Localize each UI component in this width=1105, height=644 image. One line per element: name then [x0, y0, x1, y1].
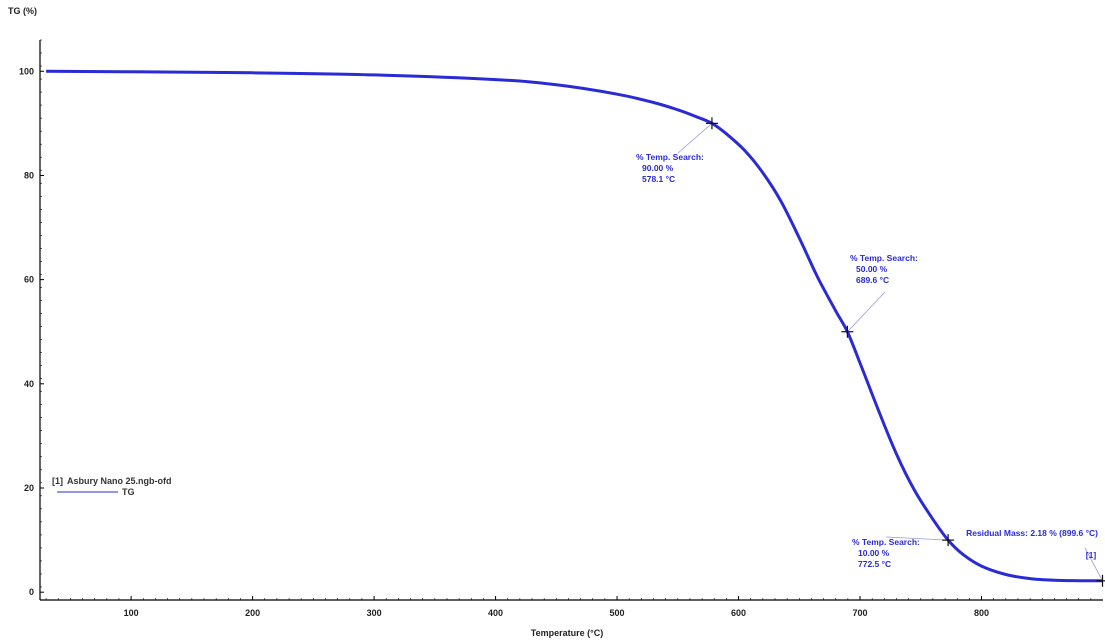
annotation-leader — [1084, 547, 1103, 582]
annotation-leader — [885, 536, 949, 541]
x-tick-label: 400 — [488, 608, 503, 618]
axes — [39, 40, 1103, 601]
x-ticks: 100 200 300 400 500 600 700 800 — [45, 596, 1092, 618]
legend-entry: TG — [122, 487, 135, 497]
x-axis-title: Temperature (°C) — [531, 628, 603, 638]
end-marker: [1] — [1086, 550, 1097, 560]
annotation-text: 772.5 °C — [858, 559, 891, 569]
annotation-text: 90.00 % — [642, 163, 674, 173]
legend: Asbury Nano 25.ngb-ofd [1] TG — [52, 476, 172, 497]
y-tick-label: 0 — [29, 587, 34, 597]
annotation-text: % Temp. Search: — [852, 537, 920, 547]
y-tick-label: 20 — [24, 483, 34, 493]
y-tick-label: 60 — [24, 275, 34, 285]
x-tick-label: 600 — [731, 608, 746, 618]
x-tick-label: 300 — [367, 608, 382, 618]
annotation-leader — [677, 123, 713, 154]
annotation-text: 689.6 °C — [856, 275, 889, 285]
tg-curve — [46, 69, 1103, 583]
annotation-text: % Temp. Search: — [636, 152, 704, 162]
y-tick-label: 100 — [19, 66, 34, 76]
x-tick-label: 200 — [245, 608, 260, 618]
y-tick-label: 80 — [24, 170, 34, 180]
x-tick-label: 700 — [853, 608, 868, 618]
x-tick-label: 800 — [974, 608, 989, 618]
x-tick-label: 500 — [610, 608, 625, 618]
annotation-text: 578.1 °C — [642, 174, 675, 184]
annotations: % Temp. Search:90.00 %578.1 °C% Temp. Se… — [636, 117, 1105, 587]
annotation-text: 10.00 % — [858, 548, 890, 558]
annotation-text: % Temp. Search: — [850, 253, 918, 263]
annotation-leader — [847, 291, 886, 332]
annotation-text: Residual Mass: 2.18 % (899.6 °C) — [966, 528, 1098, 538]
x-tick-label: 100 — [124, 608, 139, 618]
y-axis-title: TG (%) — [8, 6, 37, 16]
legend-file-label: Asbury Nano 25.ngb-ofd — [67, 476, 172, 486]
annotation-text: 50.00 % — [856, 264, 888, 274]
y-ticks: 0 20 40 60 80 100 — [19, 39, 44, 597]
legend-marker: [1] — [52, 476, 63, 486]
y-tick-label: 40 — [24, 379, 34, 389]
